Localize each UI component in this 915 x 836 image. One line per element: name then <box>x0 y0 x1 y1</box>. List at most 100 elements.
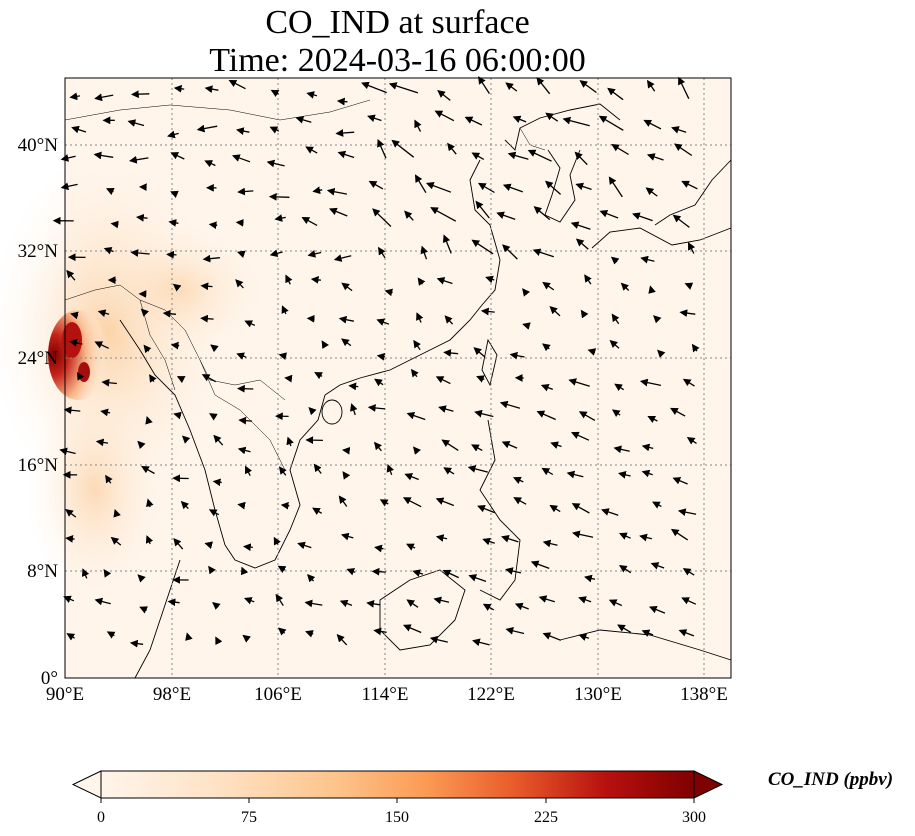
wind-arrow <box>532 248 555 258</box>
wind-arrow <box>476 375 485 383</box>
wind-arrow <box>538 595 555 603</box>
wind-arrow <box>435 376 451 385</box>
wind-arrow <box>204 85 219 94</box>
wind-arrow <box>212 478 222 487</box>
lat-tick: 16°N <box>18 455 59 476</box>
lon-tick: 106°E <box>254 684 302 705</box>
wind-arrow <box>425 182 452 193</box>
wind-arrow <box>512 115 527 124</box>
wind-arrow <box>326 187 348 196</box>
wind-arrow <box>578 633 590 641</box>
wind-arrow <box>611 409 621 418</box>
wind-arrow <box>474 409 494 418</box>
wind-arrow <box>308 406 317 416</box>
wind-arrow <box>71 125 87 134</box>
wind-arrow <box>307 574 316 583</box>
wind-arrow <box>477 182 495 194</box>
wind-arrow <box>443 349 459 357</box>
wind-arrow <box>472 638 490 647</box>
wind-arrow <box>587 348 597 356</box>
wind-arrow <box>338 315 355 324</box>
wind-arrow <box>103 569 112 578</box>
wind-arrow <box>433 596 450 605</box>
wind-arrow <box>505 82 518 92</box>
wind-arrow <box>235 218 244 227</box>
wind-arrow <box>613 445 630 454</box>
wind-arrow <box>442 569 459 579</box>
wind-arrow <box>59 447 76 456</box>
wind-arrow <box>286 436 294 447</box>
wind-arrow <box>541 467 554 476</box>
lon-tick: 130°E <box>574 684 622 705</box>
wind-arrow <box>619 532 631 540</box>
wind-arrow <box>173 411 182 420</box>
wind-arrow <box>149 374 157 383</box>
wind-arrow <box>236 127 250 135</box>
map-plot-area <box>0 76 732 679</box>
wind-arrow <box>620 282 630 291</box>
wind-arrow <box>376 352 386 361</box>
wind-arrow <box>542 632 562 641</box>
wind-arrow <box>406 411 426 421</box>
wind-arrow <box>281 305 289 315</box>
wind-arrow <box>367 404 386 412</box>
lat-tick: 24°N <box>18 348 59 369</box>
wind-arrow <box>672 477 688 485</box>
wind-arrow <box>430 207 457 222</box>
wind-arrow <box>145 535 154 545</box>
wind-arrow <box>443 467 455 475</box>
wind-arrow <box>373 627 387 636</box>
wind-arrow <box>414 119 422 132</box>
latitude-axis: 0° 8°N 16°N 24°N 32°N 40°N <box>18 135 59 689</box>
wind-arrow <box>578 596 592 604</box>
wind-arrow <box>413 339 421 351</box>
colorbar-tick: 75 <box>241 809 257 826</box>
wind-arrow <box>641 469 653 478</box>
wind-arrow <box>575 182 592 191</box>
wind-arrow <box>336 634 348 646</box>
wind-arrow <box>141 465 155 475</box>
wind-arrow <box>94 341 109 349</box>
wind-arrow <box>682 568 695 576</box>
wind-arrow <box>406 599 419 608</box>
wind-arrow <box>441 439 459 451</box>
wind-arrow <box>574 151 588 166</box>
wind-arrow <box>473 347 486 358</box>
wind-arrow <box>305 146 318 154</box>
wind-arrow <box>482 603 495 611</box>
wind-arrow <box>550 441 562 449</box>
wind-arrow <box>348 382 359 391</box>
wind-arrow <box>238 416 253 425</box>
wind-arrow <box>545 180 562 195</box>
wind-arrow <box>208 565 216 575</box>
wind-arrow <box>542 281 555 291</box>
wind-arrow <box>328 207 348 217</box>
wind-arrow <box>566 470 584 479</box>
wind-arrow <box>505 567 522 575</box>
wind-arrow <box>70 311 79 320</box>
wind-arrow <box>580 309 589 319</box>
wind-arrow <box>444 315 454 325</box>
wind-arrow <box>562 116 590 127</box>
wind-arrow <box>416 312 424 323</box>
wind-arrow <box>607 87 624 101</box>
wind-arrow <box>681 180 698 190</box>
wind-arrow <box>571 503 590 514</box>
wind-arrow <box>374 544 384 553</box>
wind-arrow <box>314 372 323 380</box>
wind-arrow <box>333 254 352 262</box>
wind-arrow <box>361 81 387 94</box>
wind-arrow <box>244 320 256 328</box>
wind-arrow <box>496 211 516 221</box>
wind-arrow <box>522 322 531 330</box>
wind-arrow <box>200 314 214 323</box>
wind-arrow <box>434 110 455 122</box>
wind-arrow <box>648 285 656 294</box>
wind-vectors <box>52 76 700 648</box>
wind-arrow <box>514 602 529 611</box>
wind-arrow <box>278 466 287 476</box>
wind-arrow <box>237 384 254 393</box>
wind-arrow <box>270 89 280 98</box>
wind-arrow <box>601 508 619 516</box>
